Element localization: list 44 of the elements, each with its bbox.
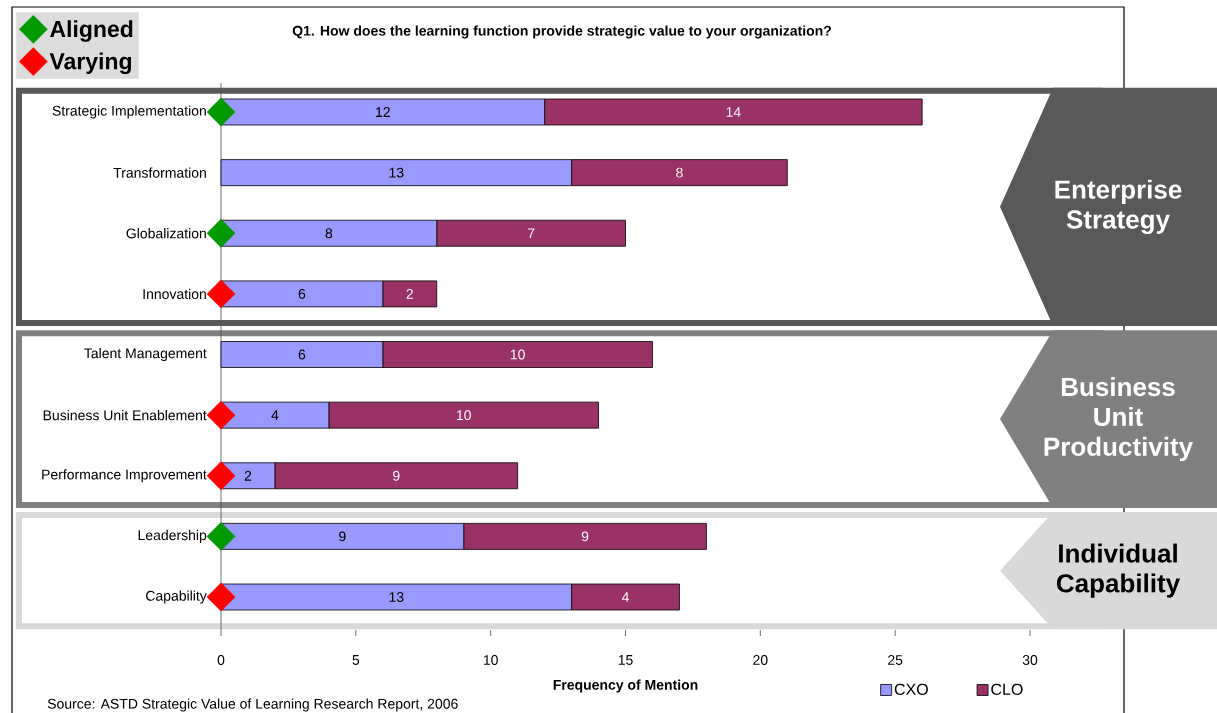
text: Business Unit Productivity (1044, 377, 1194, 462)
legend-label: CLO (991, 683, 1023, 695)
data-label: 10 (510, 349, 525, 360)
data-label: 13 (389, 167, 404, 178)
y-tick-label: Transformation (113, 167, 206, 178)
x-tick-label: 15 (618, 655, 633, 665)
source-note: Source: ASTD Strategic Value of Learning Research Report, 2006 (47, 698, 458, 712)
y-tick-label: Strategic Implementation (52, 105, 206, 119)
data-label: 13 (389, 592, 404, 602)
data-label: 9 (339, 531, 346, 542)
x-tick-label: 20 (753, 655, 768, 665)
data-label: 4 (271, 410, 279, 420)
data-label: 2 (244, 470, 252, 481)
text: Individual Capability (1056, 543, 1181, 598)
data-label: 10 (456, 410, 471, 421)
data-label: 8 (676, 167, 683, 178)
x-tick-label: 25 (888, 655, 903, 665)
x-tick-label: 10 (483, 655, 498, 665)
x-axis-title: Frequency of Mention (553, 679, 698, 693)
data-label: 8 (325, 228, 333, 239)
data-label: 2 (406, 288, 413, 299)
y-tick-label: Talent Management (84, 347, 207, 362)
data-label: 6 (298, 288, 306, 299)
legend-label: Aligned (50, 20, 133, 42)
x-tick-label: 5 (352, 655, 360, 665)
data-label: 14 (726, 107, 741, 117)
data-label: 12 (376, 107, 390, 117)
legend-label: Varying (49, 52, 132, 75)
data-label: 9 (393, 470, 400, 481)
data-label: 6 (298, 349, 306, 360)
y-tick-label: Innovation (143, 288, 206, 300)
y-tick-label: Business Unit Enablement (43, 409, 207, 421)
data-label: 7 (527, 228, 535, 239)
y-tick-label: Capability (146, 590, 207, 604)
x-tick-label: 30 (1022, 655, 1038, 665)
data-label: 9 (581, 531, 589, 542)
y-tick-label: Leadership (138, 529, 207, 543)
y-tick-label: Performance Improvement (42, 469, 207, 483)
chart-title: Q1. How does the learning function provide strategic value to your organization? (292, 25, 831, 39)
legend-label: CXO (894, 683, 928, 695)
text: Enterprise Strategy (1055, 179, 1182, 234)
x-tick-label: 0 (217, 655, 225, 665)
y-tick-label: Globalization (126, 228, 206, 239)
data-label: 4 (621, 592, 629, 602)
